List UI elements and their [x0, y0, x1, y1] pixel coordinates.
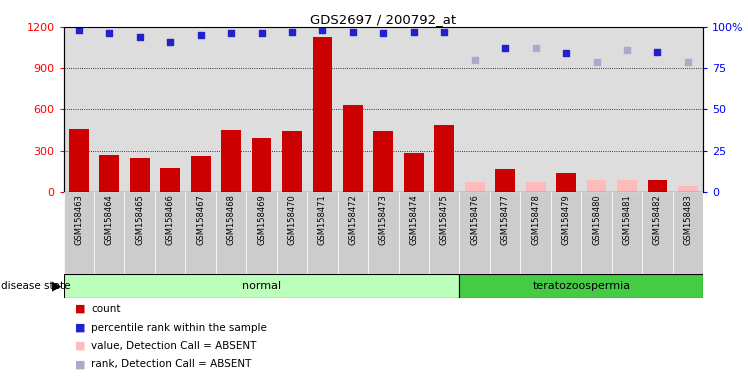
Point [73, 27, 85, 33]
Bar [586, 180, 607, 192]
Bar [429, 192, 459, 275]
Text: GSM158469: GSM158469 [257, 194, 266, 245]
Text: GSM158482: GSM158482 [653, 194, 662, 245]
Text: GSM158474: GSM158474 [409, 194, 418, 245]
Bar [459, 274, 703, 298]
Point [652, 49, 663, 55]
Point [225, 30, 237, 36]
Bar [521, 192, 551, 275]
Point [621, 47, 633, 53]
Bar [368, 192, 399, 275]
Point [408, 29, 420, 35]
Text: GSM158472: GSM158472 [349, 194, 358, 245]
Text: GSM158473: GSM158473 [378, 194, 388, 245]
Text: disease state: disease state [1, 281, 70, 291]
Bar [191, 156, 210, 192]
Text: GSM158464: GSM158464 [105, 194, 114, 245]
Bar [277, 192, 307, 275]
Bar [465, 182, 485, 192]
Text: rank, Detection Call = ABSENT: rank, Detection Call = ABSENT [91, 359, 251, 369]
Point [530, 45, 542, 51]
Text: GSM158468: GSM158468 [227, 194, 236, 245]
Text: GSM158480: GSM158480 [592, 194, 601, 245]
Bar [557, 174, 576, 192]
Text: percentile rank within the sample: percentile rank within the sample [91, 323, 267, 333]
Point [590, 58, 602, 65]
Bar [94, 192, 124, 275]
Bar [216, 192, 246, 275]
Bar [404, 153, 423, 192]
Text: ■: ■ [75, 359, 85, 369]
Point [560, 50, 572, 56]
Point [377, 30, 389, 36]
Point [103, 30, 115, 36]
Bar [221, 130, 241, 192]
Bar [459, 192, 490, 275]
Text: GSM158463: GSM158463 [74, 194, 83, 245]
Bar [343, 105, 363, 192]
Text: GSM158467: GSM158467 [196, 194, 205, 245]
Bar [617, 180, 637, 192]
Text: GSM158475: GSM158475 [440, 194, 449, 245]
Text: ▶: ▶ [52, 279, 61, 292]
Bar [678, 187, 698, 192]
Point [164, 39, 177, 45]
Bar [373, 131, 393, 192]
Bar [495, 169, 515, 192]
Text: GSM158466: GSM158466 [165, 194, 175, 245]
Text: value, Detection Call = ABSENT: value, Detection Call = ABSENT [91, 341, 257, 351]
Bar [313, 37, 332, 192]
Text: ■: ■ [75, 323, 85, 333]
Text: GSM158476: GSM158476 [470, 194, 479, 245]
Text: GSM158478: GSM158478 [531, 194, 540, 245]
Bar [399, 192, 429, 275]
Bar [526, 182, 545, 192]
Text: GSM158479: GSM158479 [562, 194, 571, 245]
Point [286, 29, 298, 35]
Bar [648, 180, 667, 192]
Text: GSM158481: GSM158481 [622, 194, 631, 245]
Point [256, 30, 268, 36]
Text: ■: ■ [75, 304, 85, 314]
Text: normal: normal [242, 281, 281, 291]
Bar [64, 192, 94, 275]
Bar [246, 192, 277, 275]
Text: GSM158483: GSM158483 [684, 194, 693, 245]
Bar [435, 124, 454, 192]
Bar [99, 155, 119, 192]
Point [316, 27, 328, 33]
Bar [155, 192, 186, 275]
Text: teratozoospermia: teratozoospermia [533, 281, 631, 291]
Text: GSM158471: GSM158471 [318, 194, 327, 245]
Bar [551, 192, 581, 275]
Text: GSM158465: GSM158465 [135, 194, 144, 245]
Text: ■: ■ [75, 341, 85, 351]
Point [682, 58, 694, 65]
Text: GDS2697 / 200792_at: GDS2697 / 200792_at [310, 13, 456, 26]
Bar [612, 192, 643, 275]
Bar [581, 192, 612, 275]
Bar [282, 131, 302, 192]
Point [438, 29, 450, 35]
Bar [643, 192, 672, 275]
Bar [64, 274, 459, 298]
Point [469, 57, 481, 63]
Bar [490, 192, 521, 275]
Text: GSM158470: GSM158470 [287, 194, 296, 245]
Point [499, 45, 511, 51]
Bar [307, 192, 337, 275]
Text: GSM158477: GSM158477 [500, 194, 509, 245]
Point [134, 34, 146, 40]
Point [194, 32, 206, 38]
Bar [160, 168, 180, 192]
Point [347, 29, 359, 35]
Bar [69, 129, 89, 192]
Bar [124, 192, 155, 275]
Text: count: count [91, 304, 120, 314]
Bar [186, 192, 216, 275]
Bar [337, 192, 368, 275]
Bar [130, 157, 150, 192]
Bar [672, 192, 703, 275]
Bar [251, 138, 272, 192]
